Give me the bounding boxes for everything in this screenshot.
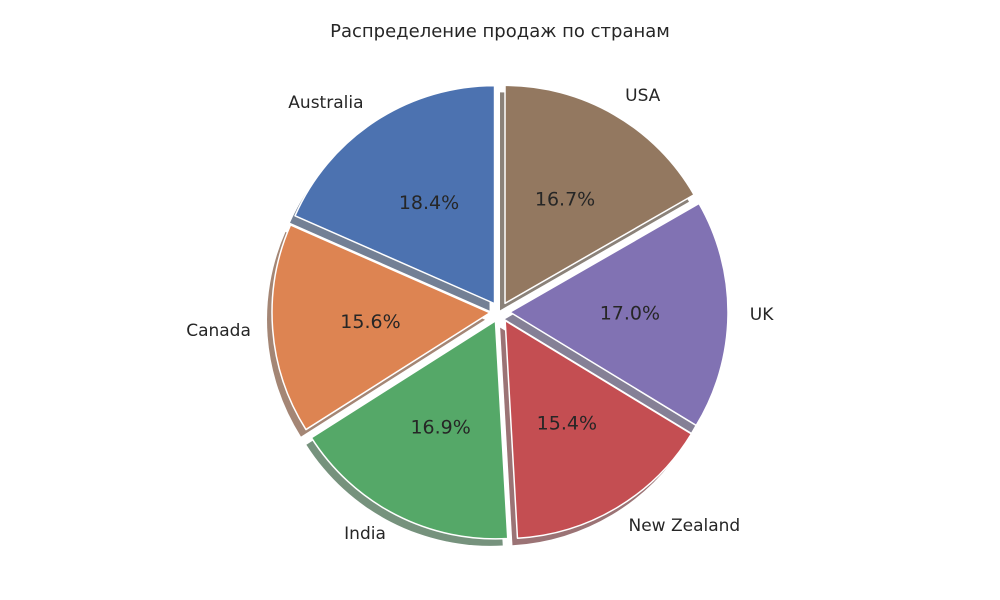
pie-slice-usa [504, 84, 695, 305]
pie-slices [271, 84, 729, 540]
pie-slice-new-zealand [504, 319, 693, 539]
pie-slice-india [310, 320, 509, 540]
category-label-australia: Australia [288, 93, 363, 113]
chart-title: Распределение продаж по странам [330, 21, 670, 42]
pie-slice-australia [294, 84, 496, 305]
percent-label-usa: 16.7% [535, 189, 595, 211]
category-label-india: India [344, 524, 386, 544]
category-label-canada: Canada [186, 321, 251, 341]
category-label-new-zealand: New Zealand [629, 516, 741, 536]
percent-label-uk: 17.0% [600, 303, 660, 325]
pie-labels: Australia 18.4% Canada 15.6% India 16.9% New Z… [186, 86, 774, 544]
category-label-usa: USA [625, 86, 661, 106]
pie-slice-canada [271, 224, 491, 431]
percent-label-canada: 15.6% [340, 311, 400, 333]
percent-label-new-zealand: 15.4% [537, 412, 597, 434]
pie-slice-uk [509, 202, 729, 427]
category-label-uk: UK [750, 305, 774, 325]
percent-label-india: 16.9% [410, 417, 470, 439]
percent-label-australia: 18.4% [399, 192, 459, 214]
